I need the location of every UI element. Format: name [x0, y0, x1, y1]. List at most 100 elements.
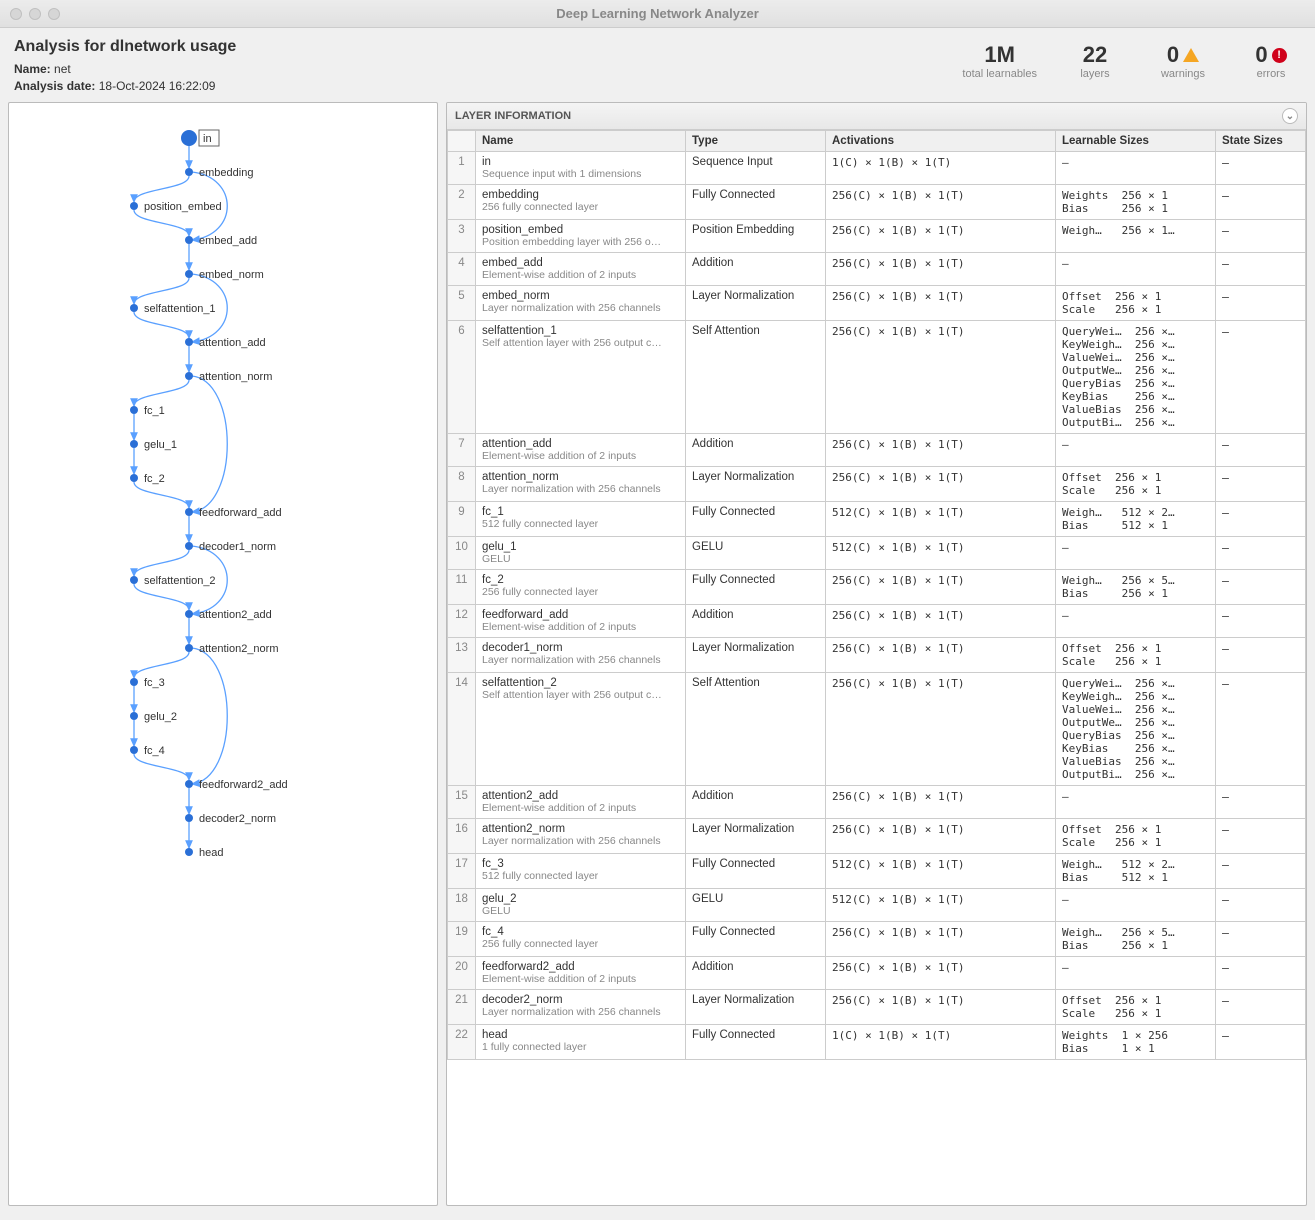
- page-title: Analysis for dlnetwork usage: [14, 38, 236, 56]
- graph-node-in[interactable]: in: [182, 130, 219, 146]
- col-state[interactable]: State Sizes: [1216, 131, 1306, 152]
- table-row[interactable]: 12feedforward_addElement-wise addition o…: [448, 605, 1306, 638]
- table-row[interactable]: 9fc_1512 fully connected layerFully Conn…: [448, 502, 1306, 537]
- col-activations[interactable]: Activations: [826, 131, 1056, 152]
- graph-node-fc_3[interactable]: fc_3: [130, 677, 165, 689]
- graph-edge: [134, 312, 189, 338]
- row-type: Layer Normalization: [686, 638, 826, 673]
- table-row[interactable]: 14selfattention_2Self attention layer wi…: [448, 673, 1306, 786]
- row-activations: 256(C) × 1(B) × 1(T): [826, 957, 1056, 990]
- table-row[interactable]: 6selfattention_1Self attention layer wit…: [448, 321, 1306, 434]
- row-state: –: [1216, 889, 1306, 922]
- graph-node-gelu_1[interactable]: gelu_1: [130, 439, 177, 451]
- graph-edge: [134, 380, 189, 406]
- table-row[interactable]: 22head1 fully connected layerFully Conne…: [448, 1025, 1306, 1060]
- table-scroll[interactable]: Name Type Activations Learnable Sizes St…: [447, 130, 1306, 1205]
- row-learn: –: [1056, 786, 1216, 819]
- col-name[interactable]: Name: [476, 131, 686, 152]
- graph-node-selfattention_1[interactable]: selfattention_1: [130, 303, 216, 315]
- graph-node-fc_1[interactable]: fc_1: [130, 405, 165, 417]
- row-index: 13: [448, 638, 476, 673]
- row-name: fc_4256 fully connected layer: [476, 922, 686, 957]
- graph-node-embed_add[interactable]: embed_add: [185, 235, 257, 247]
- table-row[interactable]: 13decoder1_normLayer normalization with …: [448, 638, 1306, 673]
- table-row[interactable]: 17fc_3512 fully connected layerFully Con…: [448, 854, 1306, 889]
- graph-edge: [192, 376, 227, 512]
- graph-node-feedforward_add[interactable]: feedforward_add: [185, 507, 282, 519]
- graph-node-label: attention_norm: [199, 371, 272, 383]
- row-activations: 1(C) × 1(B) × 1(T): [826, 1025, 1056, 1060]
- graph-node-fc_4[interactable]: fc_4: [130, 745, 165, 757]
- row-index: 7: [448, 434, 476, 467]
- stat-warnings-label: warnings: [1153, 68, 1213, 80]
- graph-node-label: fc_4: [144, 745, 165, 757]
- graph-node-feedforward2_add[interactable]: feedforward2_add: [185, 779, 288, 791]
- graph-node-attention_norm[interactable]: attention_norm: [185, 371, 272, 383]
- window-title: Deep Learning Network Analyzer: [0, 6, 1315, 21]
- row-learn: Weigh… 512 × 2… Bias 512 × 1: [1056, 502, 1216, 537]
- col-idx[interactable]: [448, 131, 476, 152]
- row-type: Layer Normalization: [686, 286, 826, 321]
- row-type: Layer Normalization: [686, 990, 826, 1025]
- row-state: –: [1216, 922, 1306, 957]
- table-row[interactable]: 21decoder2_normLayer normalization with …: [448, 990, 1306, 1025]
- graph-node-position_embed[interactable]: position_embed: [130, 201, 222, 213]
- graph-node-gelu_2[interactable]: gelu_2: [130, 711, 177, 723]
- table-row[interactable]: 10gelu_1GELUGELU512(C) × 1(B) × 1(T)––: [448, 537, 1306, 570]
- row-state: –: [1216, 152, 1306, 185]
- row-state: –: [1216, 185, 1306, 220]
- row-activations: 512(C) × 1(B) × 1(T): [826, 502, 1056, 537]
- table-row[interactable]: 4embed_addElement-wise addition of 2 inp…: [448, 253, 1306, 286]
- error-icon: !: [1272, 48, 1287, 63]
- row-name: gelu_2GELU: [476, 889, 686, 922]
- name-value: net: [54, 62, 71, 76]
- row-state: –: [1216, 786, 1306, 819]
- graph-edge: [134, 278, 189, 304]
- table-row[interactable]: 8attention_normLayer normalization with …: [448, 467, 1306, 502]
- row-name: decoder2_normLayer normalization with 25…: [476, 990, 686, 1025]
- graph-node-attention2_norm[interactable]: attention2_norm: [185, 643, 279, 655]
- table-row[interactable]: 11fc_2256 fully connected layerFully Con…: [448, 570, 1306, 605]
- col-type[interactable]: Type: [686, 131, 826, 152]
- table-row[interactable]: 16attention2_normLayer normalization wit…: [448, 819, 1306, 854]
- row-name: attention2_normLayer normalization with …: [476, 819, 686, 854]
- graph-node-selfattention_2[interactable]: selfattention_2: [130, 575, 216, 587]
- graph-node-head[interactable]: head: [185, 847, 223, 859]
- graph-edge: [134, 584, 189, 610]
- table-row[interactable]: 7attention_addElement-wise addition of 2…: [448, 434, 1306, 467]
- table-row[interactable]: 1inSequence input with 1 dimensionsSeque…: [448, 152, 1306, 185]
- table-row[interactable]: 15attention2_addElement-wise addition of…: [448, 786, 1306, 819]
- stat-errors-value: 0: [1255, 42, 1267, 68]
- row-activations: 256(C) × 1(B) × 1(T): [826, 605, 1056, 638]
- row-learn: QueryWei… 256 ×… KeyWeigh… 256 ×… ValueW…: [1056, 673, 1216, 786]
- row-name: decoder1_normLayer normalization with 25…: [476, 638, 686, 673]
- titlebar: Deep Learning Network Analyzer: [0, 0, 1315, 28]
- table-row[interactable]: 18gelu_2GELUGELU512(C) × 1(B) × 1(T)––: [448, 889, 1306, 922]
- row-name: feedforward2_addElement-wise addition of…: [476, 957, 686, 990]
- graph-node-decoder2_norm[interactable]: decoder2_norm: [185, 813, 276, 825]
- table-row[interactable]: 5embed_normLayer normalization with 256 …: [448, 286, 1306, 321]
- row-activations: 256(C) × 1(B) × 1(T): [826, 570, 1056, 605]
- row-name: embed_addElement-wise addition of 2 inpu…: [476, 253, 686, 286]
- graph-node-decoder1_norm[interactable]: decoder1_norm: [185, 541, 276, 553]
- col-learn[interactable]: Learnable Sizes: [1056, 131, 1216, 152]
- row-learn: –: [1056, 889, 1216, 922]
- table-row[interactable]: 2embedding256 fully connected layerFully…: [448, 185, 1306, 220]
- table-row[interactable]: 19fc_4256 fully connected layerFully Con…: [448, 922, 1306, 957]
- row-learn: Weights 1 × 256 Bias 1 × 1: [1056, 1025, 1216, 1060]
- row-activations: 256(C) × 1(B) × 1(T): [826, 253, 1056, 286]
- row-index: 15: [448, 786, 476, 819]
- stat-errors-label: errors: [1241, 68, 1301, 80]
- stat-learnables-label: total learnables: [962, 68, 1037, 80]
- graph-node-fc_2[interactable]: fc_2: [130, 473, 165, 485]
- table-row[interactable]: 3position_embedPosition embedding layer …: [448, 220, 1306, 253]
- graph-node-attention2_add[interactable]: attention2_add: [185, 609, 272, 621]
- graph-node-attention_add[interactable]: attention_add: [185, 337, 266, 349]
- table-row[interactable]: 20feedforward2_addElement-wise addition …: [448, 957, 1306, 990]
- network-graph[interactable]: inembeddingposition_embedembed_addembed_…: [9, 103, 438, 1203]
- collapse-button[interactable]: ⌄: [1282, 108, 1298, 124]
- row-index: 19: [448, 922, 476, 957]
- graph-panel[interactable]: inembeddingposition_embedembed_addembed_…: [8, 102, 438, 1206]
- row-index: 22: [448, 1025, 476, 1060]
- row-state: –: [1216, 537, 1306, 570]
